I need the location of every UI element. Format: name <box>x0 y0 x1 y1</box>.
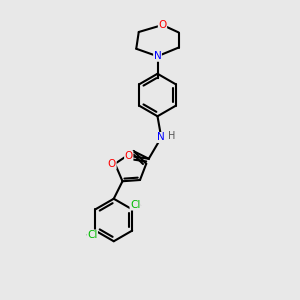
Text: O: O <box>158 20 166 30</box>
Text: Cl: Cl <box>87 230 98 240</box>
Text: Cl: Cl <box>130 200 140 210</box>
Text: O: O <box>108 159 116 169</box>
Text: N: N <box>154 51 161 61</box>
Text: N: N <box>158 133 165 142</box>
Text: O: O <box>124 151 133 161</box>
Text: H: H <box>168 131 176 141</box>
